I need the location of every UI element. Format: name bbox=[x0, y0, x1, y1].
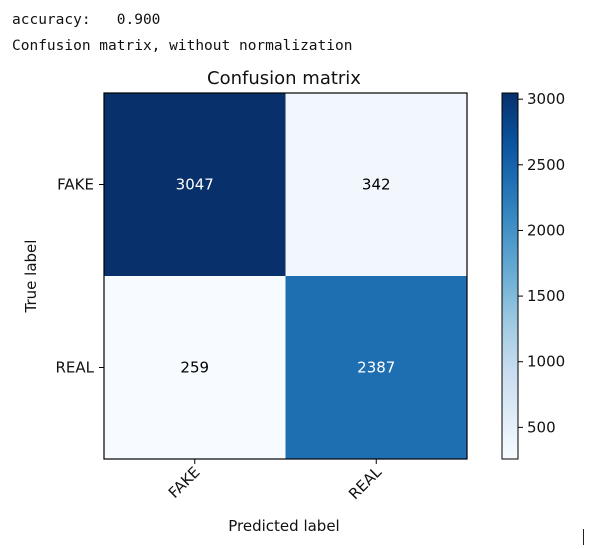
heatmap-cell-labels: 3047 342 259 2387 bbox=[176, 176, 396, 377]
colorbar-tick-label: 500 bbox=[527, 418, 556, 436]
heatmap-cell bbox=[285, 93, 467, 276]
colorbar-tick-label: 2000 bbox=[527, 221, 565, 239]
y-axis-ticks: FAKE REAL bbox=[55, 176, 104, 377]
x-axis-ticks: FAKE REAL bbox=[165, 459, 386, 503]
heatmap-cell bbox=[285, 276, 467, 459]
x-tick-label: FAKE bbox=[165, 463, 204, 502]
heatmap-cell bbox=[104, 276, 286, 459]
heatmap-cell-value: 342 bbox=[362, 176, 391, 194]
y-axis-label: True label bbox=[22, 240, 40, 314]
y-tick-label: FAKE bbox=[57, 176, 94, 194]
colorbar: 500 1000 1500 2000 2500 3000 bbox=[501, 90, 565, 460]
y-tick-label: REAL bbox=[55, 359, 94, 377]
heatmap-cell-value: 2387 bbox=[357, 359, 395, 377]
heatmap-frame bbox=[103, 92, 468, 460]
x-axis-label: Predicted label bbox=[228, 517, 339, 535]
text-cursor bbox=[583, 529, 584, 545]
heatmap-cells bbox=[104, 93, 467, 459]
colorbar-tick-label: 3000 bbox=[527, 90, 565, 108]
heatmap-cell-value: 3047 bbox=[176, 176, 214, 194]
x-tick-label: REAL bbox=[345, 463, 385, 503]
colorbar-tick-label: 1000 bbox=[527, 353, 565, 371]
colorbar-tick-label: 2500 bbox=[527, 156, 565, 174]
accuracy-output-line: accuracy: 0.900 bbox=[12, 12, 161, 28]
confusion-matrix-caption-line: Confusion matrix, without normalization bbox=[12, 38, 353, 54]
colorbar-tick-label: 1500 bbox=[527, 287, 565, 305]
colorbar-gradient bbox=[501, 92, 519, 460]
heatmap-cell bbox=[104, 93, 286, 276]
chart-title: Confusion matrix bbox=[207, 68, 361, 89]
heatmap-cell-value: 259 bbox=[180, 359, 209, 377]
